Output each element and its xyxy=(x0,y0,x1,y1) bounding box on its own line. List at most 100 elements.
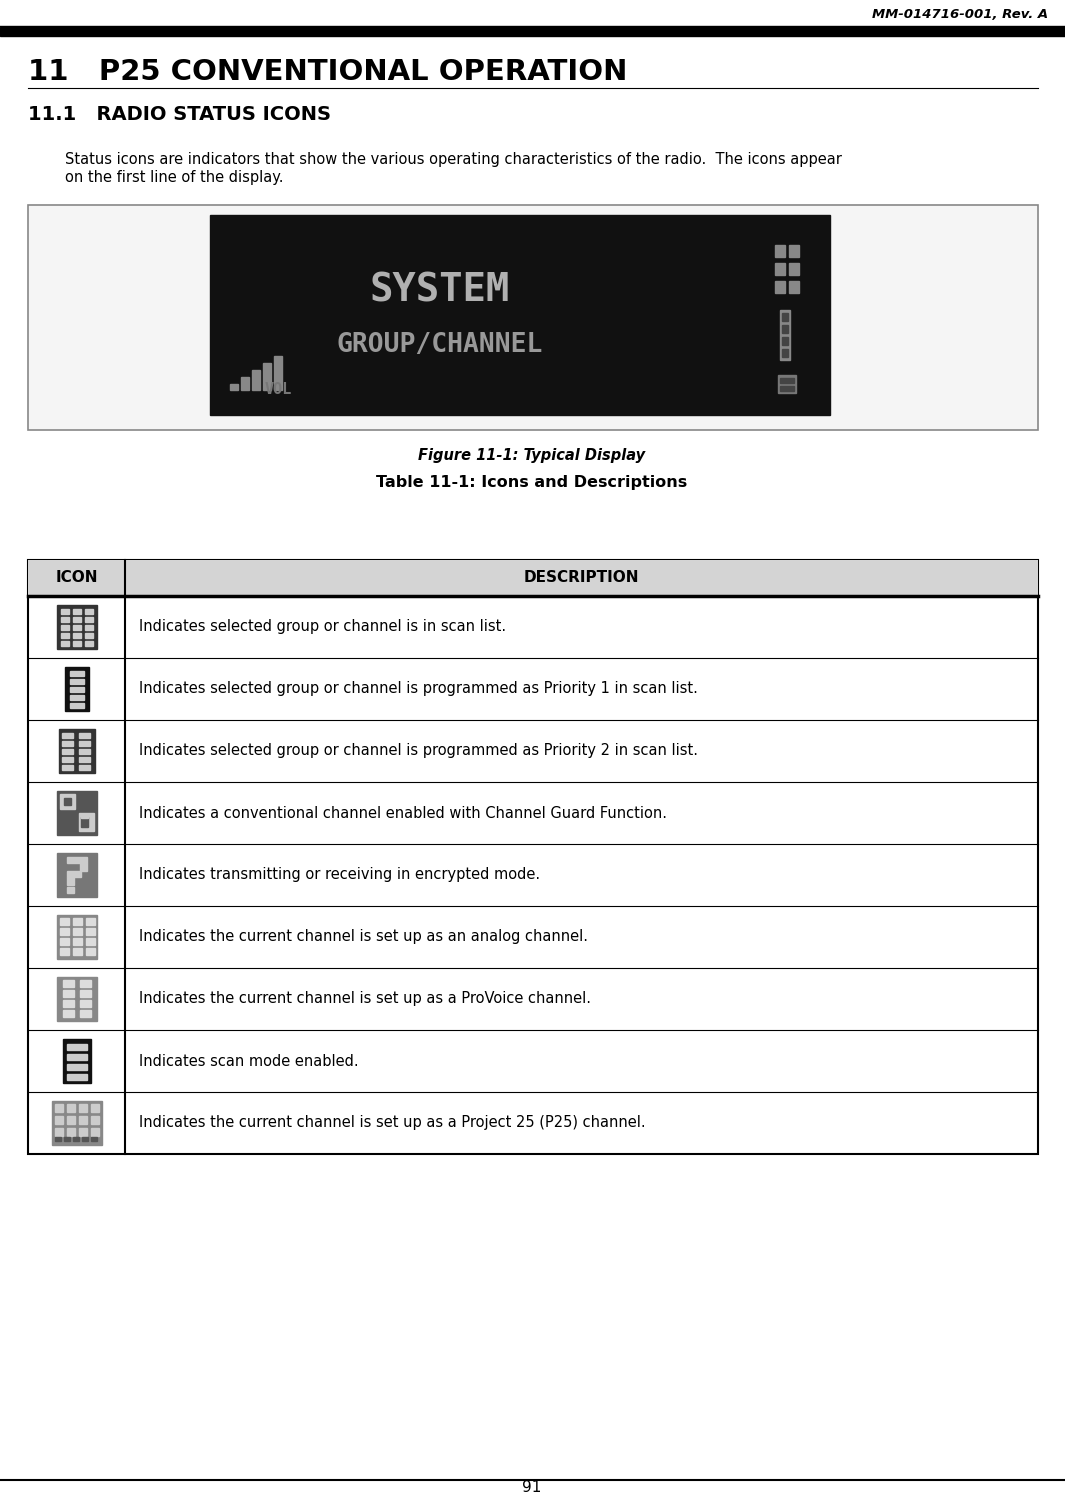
Bar xyxy=(51,1100,101,1145)
Bar xyxy=(79,1115,86,1124)
Bar xyxy=(775,263,785,275)
Bar xyxy=(65,667,88,712)
Bar xyxy=(69,671,83,676)
Bar xyxy=(54,1103,63,1112)
Text: SYSTEM: SYSTEM xyxy=(370,271,510,309)
Bar xyxy=(91,1103,98,1112)
Bar xyxy=(80,1000,91,1008)
Bar xyxy=(780,309,790,360)
Bar xyxy=(61,617,68,622)
Bar xyxy=(69,703,83,709)
Bar xyxy=(80,863,86,872)
Bar xyxy=(72,641,81,646)
Bar xyxy=(66,1073,86,1079)
Bar xyxy=(61,625,68,629)
Bar xyxy=(28,561,1038,1154)
Bar xyxy=(60,794,75,809)
Bar xyxy=(775,245,785,257)
Bar xyxy=(69,695,83,700)
Text: Indicates a conventional channel enabled with Channel Guard Function.: Indicates a conventional channel enabled… xyxy=(140,806,667,821)
Bar xyxy=(84,608,93,614)
Bar xyxy=(64,1138,69,1141)
Bar xyxy=(274,356,282,390)
Text: VOL: VOL xyxy=(265,383,293,398)
Bar xyxy=(60,937,68,945)
Bar xyxy=(63,990,73,997)
Bar xyxy=(63,981,73,987)
Bar xyxy=(63,1039,91,1082)
Text: Indicates the current channel is set up as an analog channel.: Indicates the current channel is set up … xyxy=(140,930,588,945)
Bar xyxy=(782,336,788,345)
Text: DESCRIPTION: DESCRIPTION xyxy=(524,571,639,586)
Bar xyxy=(61,641,68,646)
Bar xyxy=(60,948,68,955)
Bar xyxy=(60,918,68,925)
Bar xyxy=(61,632,68,638)
Bar xyxy=(56,854,97,897)
Bar xyxy=(72,1138,79,1141)
Bar xyxy=(85,928,95,934)
Bar xyxy=(82,1138,87,1141)
Text: Indicates the current channel is set up as a ProVoice channel.: Indicates the current channel is set up … xyxy=(140,991,591,1006)
Bar xyxy=(69,688,83,692)
Text: Table 11-1: Icons and Descriptions: Table 11-1: Icons and Descriptions xyxy=(376,475,688,490)
Bar xyxy=(79,733,89,739)
Bar xyxy=(91,1138,97,1141)
Bar xyxy=(69,679,83,685)
Bar xyxy=(252,369,260,390)
Bar xyxy=(789,245,799,257)
Text: 91: 91 xyxy=(522,1480,542,1495)
Bar xyxy=(79,749,89,753)
Bar xyxy=(59,730,95,773)
Bar xyxy=(62,749,72,753)
Bar xyxy=(66,1064,86,1070)
Bar xyxy=(81,816,87,827)
Bar xyxy=(28,205,1038,431)
Bar xyxy=(72,937,82,945)
Bar xyxy=(241,377,249,390)
Bar xyxy=(85,948,95,955)
Bar xyxy=(54,1138,61,1141)
Bar xyxy=(66,872,81,878)
Bar xyxy=(84,625,93,629)
Text: on the first line of the display.: on the first line of the display. xyxy=(65,170,283,185)
Bar xyxy=(780,386,794,392)
Text: Figure 11-1: Typical Display: Figure 11-1: Typical Display xyxy=(419,448,645,463)
Bar xyxy=(80,990,91,997)
Text: 11.1   RADIO STATUS ICONS: 11.1 RADIO STATUS ICONS xyxy=(28,106,331,124)
Bar xyxy=(72,948,82,955)
Bar xyxy=(79,742,89,746)
Bar xyxy=(779,375,796,393)
Bar xyxy=(60,928,68,934)
Bar xyxy=(66,1129,75,1136)
Text: GROUP/CHANNEL: GROUP/CHANNEL xyxy=(337,332,543,357)
Bar xyxy=(79,1129,86,1136)
Text: Indicates selected group or channel is programmed as Priority 1 in scan list.: Indicates selected group or channel is p… xyxy=(140,682,698,697)
Bar xyxy=(782,348,788,357)
Bar xyxy=(66,887,73,893)
Bar xyxy=(81,815,87,818)
Bar xyxy=(210,215,830,416)
Text: Indicates transmitting or receiving in encrypted mode.: Indicates transmitting or receiving in e… xyxy=(140,867,540,882)
Bar xyxy=(84,632,93,638)
Bar xyxy=(56,791,97,836)
Bar xyxy=(780,378,794,383)
Bar xyxy=(62,733,72,739)
Bar xyxy=(66,1054,86,1060)
Text: Indicates the current channel is set up as a Project 25 (P25) channel.: Indicates the current channel is set up … xyxy=(140,1115,645,1130)
Bar xyxy=(62,756,72,762)
Bar xyxy=(62,742,72,746)
Bar xyxy=(72,918,82,925)
Bar xyxy=(84,617,93,622)
Bar xyxy=(72,625,81,629)
Bar xyxy=(63,1000,73,1008)
Bar xyxy=(775,281,785,293)
Bar xyxy=(85,937,95,945)
Text: ICON: ICON xyxy=(55,571,98,586)
Bar xyxy=(66,1115,75,1124)
Bar xyxy=(263,363,271,390)
Bar xyxy=(63,1011,73,1017)
Bar xyxy=(80,1011,91,1017)
Bar xyxy=(91,1129,98,1136)
Bar xyxy=(79,1103,86,1112)
